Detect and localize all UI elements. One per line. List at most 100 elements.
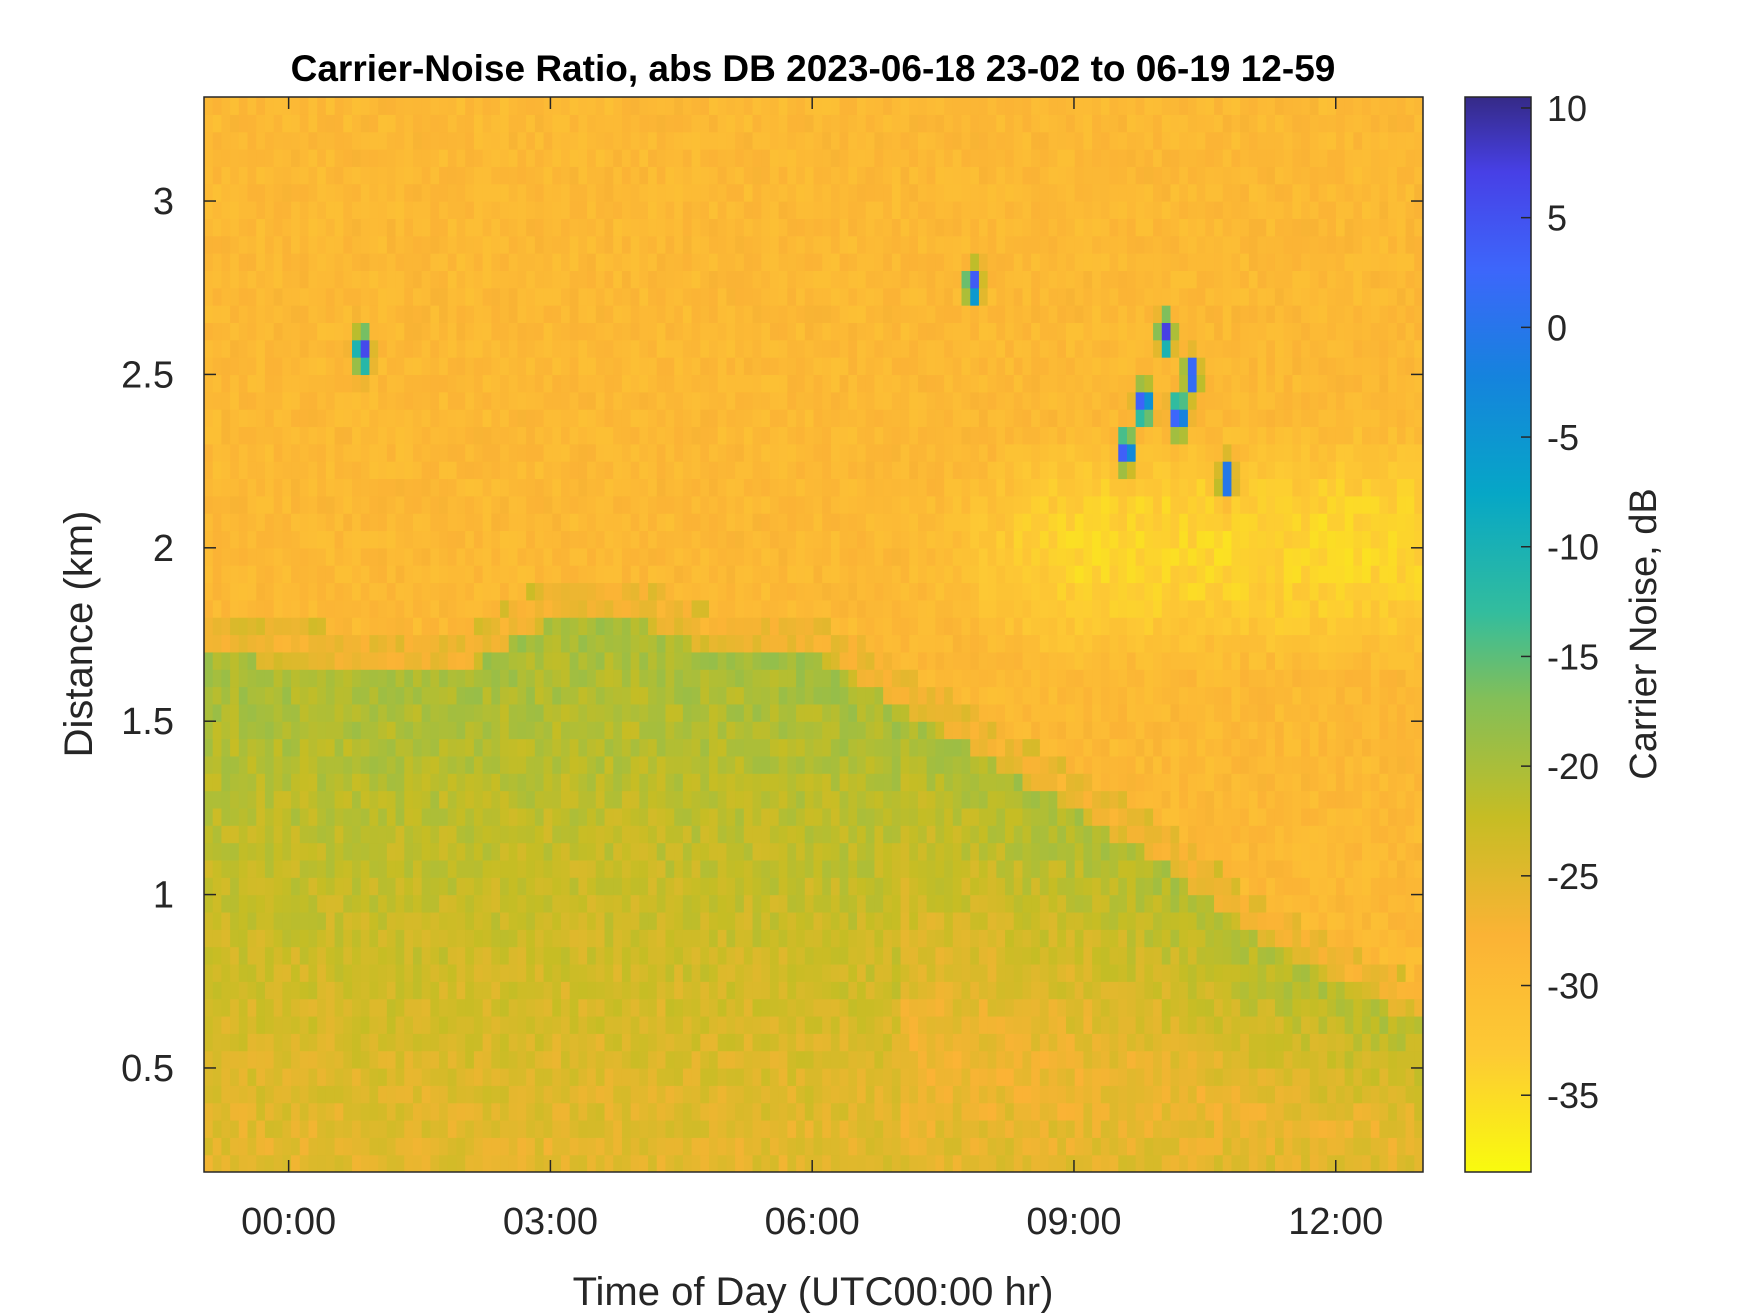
heatmap-cell: [761, 131, 771, 150]
heatmap-cell: [204, 495, 214, 514]
heatmap-cell: [256, 1119, 266, 1138]
heatmap-cell: [761, 1137, 771, 1156]
heatmap-cell: [674, 374, 684, 393]
heatmap-cell: [343, 738, 353, 757]
heatmap-cell: [221, 703, 231, 722]
heatmap-cell: [517, 547, 527, 566]
heatmap-cell: [560, 97, 571, 115]
heatmap-cell: [482, 582, 492, 601]
heatmap-cell: [709, 1085, 719, 1104]
heatmap-cell: [360, 201, 371, 219]
heatmap-cell: [656, 547, 667, 566]
heatmap-cell: [735, 1050, 745, 1069]
heatmap-cell: [630, 218, 640, 237]
heatmap-cell: [412, 1102, 423, 1121]
heatmap-cell: [430, 929, 440, 948]
heatmap-cell: [534, 443, 545, 462]
heatmap-cell: [360, 547, 371, 566]
heatmap-cell: [900, 963, 910, 982]
heatmap-cell: [639, 166, 649, 185]
heatmap-cell: [526, 651, 536, 670]
heatmap-cell: [709, 391, 719, 410]
heatmap-cell: [395, 651, 405, 670]
heatmap-cell: [264, 374, 275, 393]
heatmap-cell: [273, 166, 283, 185]
heatmap-cell: [778, 894, 788, 913]
heatmap-cell: [682, 738, 693, 757]
heatmap-cell: [813, 582, 823, 601]
heatmap-cell: [726, 1067, 736, 1086]
heatmap-cell: [691, 929, 701, 948]
heatmap-cell: [230, 669, 240, 688]
heatmap-cell: [569, 530, 580, 549]
heatmap-cell: [439, 651, 449, 670]
heatmap-cell: [848, 929, 858, 948]
heatmap-cell: [543, 565, 553, 584]
heatmap-cell: [317, 1102, 327, 1121]
heatmap-cell: [308, 565, 318, 584]
heatmap-cell: [264, 669, 275, 688]
heatmap-cell: [848, 426, 858, 445]
heatmap-cell: [769, 755, 780, 774]
heatmap-cell: [717, 1085, 728, 1104]
heatmap-cell: [857, 1137, 867, 1156]
heatmap-cell: [299, 755, 310, 774]
heatmap-cell: [325, 1033, 336, 1052]
heatmap-cell: [682, 149, 693, 167]
heatmap-cell: [256, 842, 266, 861]
heatmap-cell: [465, 97, 475, 115]
heatmap-cell: [517, 270, 527, 289]
heatmap-cell: [682, 807, 693, 826]
heatmap-cell: [891, 617, 902, 636]
heatmap-cell: [412, 201, 423, 219]
heatmap-cell: [534, 478, 545, 497]
heatmap-cell: [787, 149, 797, 167]
heatmap-cell: [769, 1067, 780, 1086]
heatmap-cell: [526, 166, 536, 185]
heatmap-cell: [508, 1154, 519, 1172]
heatmap-cell: [264, 305, 275, 323]
heatmap-cell: [421, 374, 431, 393]
heatmap-cell: [439, 617, 449, 636]
heatmap-cell: [299, 339, 310, 358]
heatmap-cell: [439, 218, 449, 237]
heatmap-cell: [883, 807, 893, 826]
heatmap-cell: [473, 97, 484, 115]
heatmap-cell: [369, 409, 379, 428]
heatmap-cell: [857, 825, 867, 844]
heatmap-cell: [726, 305, 736, 323]
heatmap-cell: [595, 97, 606, 115]
heatmap-cell: [900, 859, 910, 878]
heatmap-cell: [674, 842, 684, 861]
heatmap-cell: [621, 235, 632, 254]
heatmap-cell: [857, 894, 867, 913]
heatmap-cell: [482, 929, 492, 948]
heatmap-cell: [256, 825, 266, 844]
heatmap-cell: [343, 409, 353, 428]
heatmap-cell: [639, 374, 649, 393]
heatmap-cell: [682, 183, 693, 202]
heatmap-cell: [517, 339, 527, 358]
heatmap-cell: [273, 270, 283, 289]
heatmap-cell: [508, 547, 519, 566]
heatmap-cell: [735, 530, 745, 549]
heatmap-cell: [848, 374, 858, 393]
heatmap-cell: [299, 530, 310, 549]
heatmap-cell: [735, 357, 745, 376]
heatmap-cell: [822, 686, 832, 705]
heatmap-cell: [865, 738, 876, 757]
heatmap-cell: [299, 218, 310, 237]
heatmap-cell: [456, 131, 466, 150]
heatmap-cell: [830, 703, 841, 722]
heatmap-cell: [291, 149, 301, 167]
heatmap-cell: [465, 1137, 475, 1156]
heatmap-cell: [630, 270, 640, 289]
heatmap-cell: [813, 97, 823, 115]
heatmap-cell: [822, 738, 832, 757]
heatmap-cell: [752, 617, 762, 636]
heatmap-cell: [412, 322, 423, 341]
heatmap-cell: [325, 201, 336, 219]
heatmap-cell: [500, 166, 510, 185]
heatmap-cell: [238, 565, 249, 584]
heatmap-cell: [447, 981, 458, 1000]
